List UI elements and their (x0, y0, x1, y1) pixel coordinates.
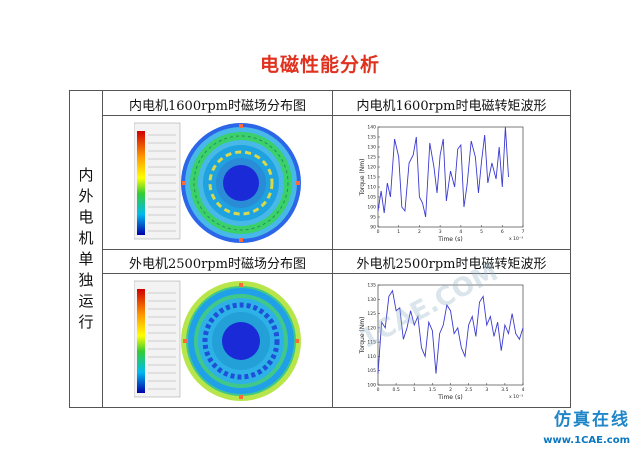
x-tick-label: 2 (449, 387, 452, 393)
outer-torque-chart: 0 0.5 1 1.5 2 2.5 3 3.5 4 100 105 110 115 120 125 130 13… (338, 277, 538, 409)
divider (102, 115, 570, 116)
side-label: 内 外 电 机 单 独 运 行 (70, 91, 102, 407)
x-tick-label: 1 (397, 229, 400, 235)
divider (102, 249, 570, 250)
caption-bottom-left: 外电机2500rpm时磁场分布图 (129, 257, 306, 272)
y-tick-label: 115 (367, 175, 376, 181)
y-tick-label: 90 (370, 225, 376, 231)
y-tick-label: 125 (367, 311, 376, 317)
x-tick-label: 4 (459, 229, 462, 235)
y-tick-label: 135 (367, 283, 376, 289)
torque-chart-svg: 0 0.5 1 1.5 2 2.5 3 3.5 4 100 105 110 115 120 125 130 13… (359, 283, 525, 402)
caption-top-left: 内电机1600rpm时磁场分布图 (129, 99, 306, 114)
y-tick-label: 135 (367, 135, 376, 141)
side-char: 机 (78, 229, 94, 247)
x-axis-label: Time (s) (437, 236, 462, 243)
y-tick-label: 105 (367, 195, 376, 201)
x-tick-label: 3.5 (501, 387, 508, 393)
side-char: 行 (78, 313, 94, 331)
y-tick-label: 130 (367, 145, 376, 151)
y-tick-label: 120 (367, 325, 376, 331)
x-tick-label: 6 (501, 229, 504, 235)
color-bar (137, 131, 145, 235)
analysis-table: 内 外 电 机 单 独 运 行 内电机1600rpm时磁场分布图 内电机1600… (69, 90, 571, 408)
x-tick-label: 0 (377, 229, 380, 235)
y-tick-label: 105 (367, 368, 376, 374)
x-tick-label: 4 (522, 387, 525, 393)
y-tick-label: 110 (367, 185, 376, 191)
side-char: 单 (78, 250, 94, 268)
caption-top-right: 内电机1600rpm时电磁转矩波形 (356, 99, 547, 114)
x-tick-label: 1 (413, 387, 416, 393)
y-axis-label: Torque (Nm) (359, 159, 366, 197)
x-axis-exponent: x 10⁻³ (509, 394, 523, 400)
x-tick-label: 2 (418, 229, 421, 235)
side-char: 外 (78, 187, 94, 205)
x-tick-label: 0.5 (393, 387, 400, 393)
side-char: 运 (78, 292, 94, 310)
y-tick-label: 130 (367, 297, 376, 303)
field-plot-svg (133, 280, 301, 401)
inner-motor-field-plot (133, 121, 304, 249)
outer-motor-field-plot (133, 279, 304, 407)
x-tick-label: 3 (439, 229, 442, 235)
y-tick-label: 95 (370, 215, 376, 221)
x-axis-label: Time (s) (437, 394, 462, 401)
page-title: 电磁性能分析 (259, 54, 380, 76)
x-tick-label: 2.5 (465, 387, 472, 393)
y-tick-label: 125 (367, 155, 376, 161)
x-tick-label: 3 (485, 387, 488, 393)
side-char: 电 (78, 208, 94, 226)
caption-bottom-right: 外电机2500rpm时电磁转矩波形 (356, 257, 547, 272)
brand-url: www.1CAE.com (543, 435, 630, 446)
x-tick-label: 5 (480, 229, 483, 235)
y-tick-label: 100 (367, 205, 376, 211)
side-char: 独 (78, 271, 94, 289)
y-tick-label: 140 (367, 125, 376, 131)
plot-area (377, 126, 524, 228)
torque-chart-svg: 0 1 2 3 4 5 6 7 90 95 100 105 110 115 120 125 130 135 140 T… (359, 125, 525, 244)
color-bar (137, 289, 145, 393)
x-axis-exponent: x 10⁻³ (509, 236, 523, 242)
x-tick-label: 1.5 (429, 387, 436, 393)
torque-series-line (377, 289, 524, 374)
y-tick-label: 100 (367, 383, 376, 389)
y-axis-label: Torque (Nm) (359, 317, 366, 355)
field-plot-svg (133, 122, 301, 243)
brand-name: 仿真在线 (554, 410, 630, 430)
side-char: 内 (78, 166, 94, 184)
torque-series-line (377, 126, 509, 218)
inner-torque-chart: 0 1 2 3 4 5 6 7 90 95 100 105 110 115 120 125 130 135 140 T… (338, 119, 538, 251)
y-tick-label: 110 (367, 354, 376, 360)
x-tick-label: 0 (377, 387, 380, 393)
y-tick-label: 120 (367, 165, 376, 171)
y-tick-label: 115 (367, 340, 376, 346)
divider (102, 273, 570, 274)
x-tick-label: 7 (522, 229, 525, 235)
